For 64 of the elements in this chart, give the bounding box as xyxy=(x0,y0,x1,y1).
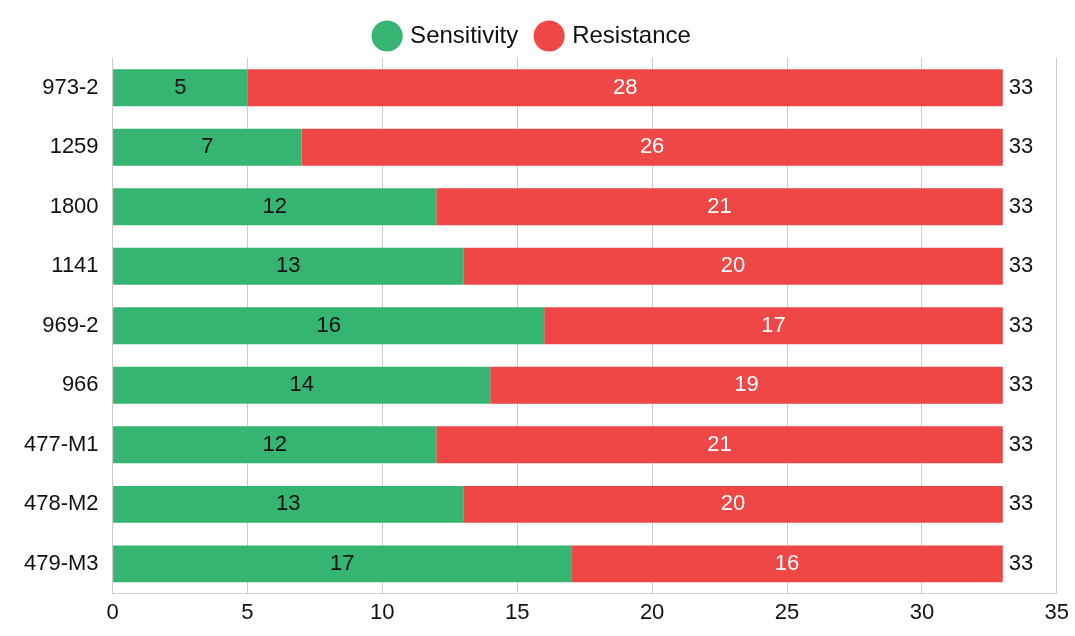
x-tick-label: 25 xyxy=(774,598,800,624)
data-label: 5 xyxy=(174,73,187,99)
y-tick-label: 479-M3 xyxy=(24,549,99,575)
x-tick-label: 30 xyxy=(909,598,935,624)
total-label: 33 xyxy=(1008,73,1034,99)
data-label: 28 xyxy=(612,73,638,99)
total-label: 33 xyxy=(1008,490,1034,516)
data-label: 17 xyxy=(329,549,355,575)
y-tick-label: 969-2 xyxy=(42,311,99,337)
data-label: 7 xyxy=(201,133,214,159)
data-label: 20 xyxy=(720,252,746,278)
y-tick-label: 1800 xyxy=(49,192,99,218)
bar xyxy=(113,128,302,166)
y-tick-label: 1141 xyxy=(51,252,99,278)
data-label: 26 xyxy=(639,133,665,159)
data-label: 21 xyxy=(707,192,732,218)
data-label: 20 xyxy=(720,490,746,516)
legend-label: Sensitivity xyxy=(410,20,519,48)
bar xyxy=(463,247,1003,285)
bar xyxy=(113,545,572,583)
total-label: 33 xyxy=(1008,252,1034,278)
y-tick-label: 477-M1 xyxy=(24,430,99,456)
total-label: 33 xyxy=(1008,430,1034,456)
bar xyxy=(436,188,1003,226)
bar xyxy=(544,307,1003,345)
bar xyxy=(113,188,437,226)
data-label: 13 xyxy=(275,252,301,278)
y-tick-label: 966 xyxy=(61,371,99,397)
y-tick-label: 1259 xyxy=(49,133,99,159)
x-tick-label: 15 xyxy=(505,598,530,624)
data-label: 12 xyxy=(262,192,287,218)
legend-label: Resistance xyxy=(572,20,691,48)
data-label: 19 xyxy=(734,371,759,397)
data-label: 16 xyxy=(774,549,800,575)
total-label: 33 xyxy=(1008,133,1034,159)
data-label: 13 xyxy=(275,490,301,516)
x-tick-label: 10 xyxy=(370,598,395,624)
total-label: 33 xyxy=(1008,371,1034,397)
total-label: 33 xyxy=(1008,311,1034,337)
x-tick-label: 5 xyxy=(241,598,254,624)
bar xyxy=(113,485,464,523)
bar xyxy=(301,128,1003,166)
bar xyxy=(247,69,1003,107)
bar xyxy=(113,307,545,345)
bar xyxy=(490,366,1003,404)
bar xyxy=(113,247,464,285)
bar xyxy=(113,426,437,464)
bar xyxy=(463,485,1003,523)
total-label: 33 xyxy=(1008,549,1034,575)
x-tick-label: 0 xyxy=(106,598,119,624)
bar xyxy=(113,69,248,107)
data-label: 12 xyxy=(262,430,287,456)
bar xyxy=(436,426,1003,464)
y-tick-label: 973-2 xyxy=(42,73,99,99)
data-label: 17 xyxy=(761,311,786,337)
bar xyxy=(113,366,491,404)
x-tick-label: 20 xyxy=(639,598,665,624)
x-tick-label: 35 xyxy=(1044,598,1070,624)
data-label: 16 xyxy=(316,311,341,337)
y-tick-label: 478-M2 xyxy=(24,490,99,516)
bar xyxy=(571,545,1003,583)
data-label: 21 xyxy=(707,430,732,456)
data-label: 14 xyxy=(289,371,314,397)
total-label: 33 xyxy=(1008,192,1034,218)
